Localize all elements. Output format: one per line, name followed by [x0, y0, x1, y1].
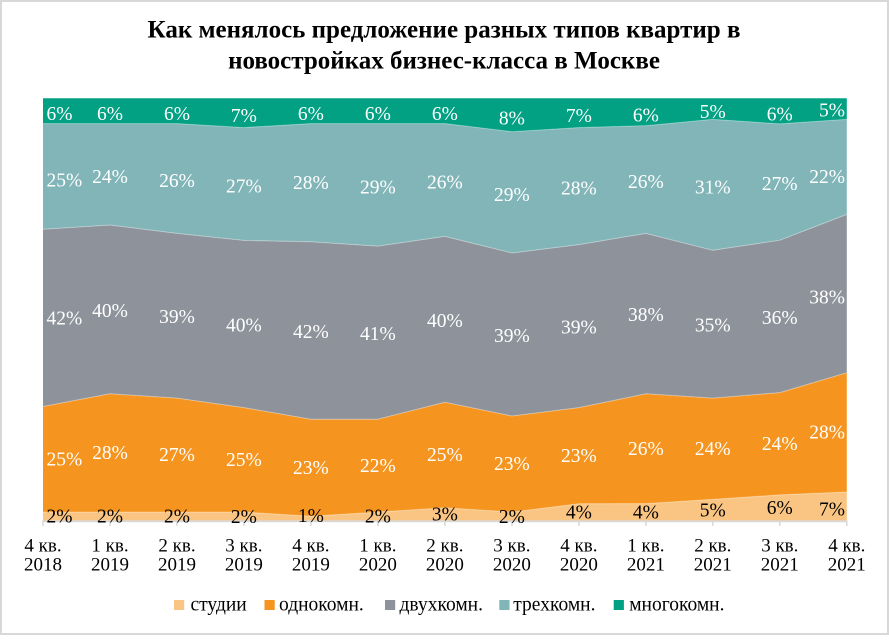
svg-text:23%: 23% — [494, 454, 530, 475]
svg-text:24%: 24% — [92, 167, 128, 188]
svg-text:29%: 29% — [360, 178, 396, 199]
svg-text:6%: 6% — [767, 104, 793, 125]
svg-text:2019: 2019 — [225, 555, 263, 576]
svg-text:27%: 27% — [226, 177, 262, 198]
svg-text:6%: 6% — [365, 104, 391, 125]
svg-text:2020: 2020 — [493, 555, 531, 576]
svg-text:25%: 25% — [47, 171, 83, 192]
svg-text:40%: 40% — [226, 316, 262, 337]
svg-text:26%: 26% — [427, 173, 463, 194]
svg-text:2 кв.: 2 кв. — [694, 535, 731, 556]
svg-text:1 кв.: 1 кв. — [627, 535, 664, 556]
svg-text:2021: 2021 — [828, 555, 866, 576]
svg-text:2%: 2% — [164, 507, 190, 528]
svg-text:6%: 6% — [298, 104, 324, 125]
svg-text:40%: 40% — [427, 311, 463, 332]
svg-text:39%: 39% — [494, 326, 530, 347]
svg-text:31%: 31% — [695, 178, 731, 199]
svg-text:27%: 27% — [762, 174, 798, 195]
svg-text:3 кв.: 3 кв. — [225, 535, 262, 556]
svg-text:23%: 23% — [293, 458, 329, 479]
svg-text:4%: 4% — [633, 503, 659, 524]
svg-text:3%: 3% — [432, 505, 458, 526]
svg-text:23%: 23% — [561, 446, 597, 467]
svg-text:2%: 2% — [97, 507, 123, 528]
svg-text:многокомн.: многокомн. — [629, 595, 724, 616]
svg-text:7%: 7% — [231, 106, 257, 127]
svg-text:6%: 6% — [97, 104, 123, 125]
svg-text:24%: 24% — [762, 434, 798, 455]
svg-text:41%: 41% — [360, 324, 396, 345]
svg-text:1 кв.: 1 кв. — [359, 535, 396, 556]
svg-text:25%: 25% — [47, 449, 83, 470]
svg-text:2020: 2020 — [560, 555, 598, 576]
svg-text:28%: 28% — [293, 173, 329, 194]
svg-text:2019: 2019 — [91, 555, 129, 576]
svg-text:28%: 28% — [92, 443, 128, 464]
svg-text:5%: 5% — [700, 500, 726, 521]
svg-text:7%: 7% — [566, 106, 592, 127]
svg-text:2%: 2% — [499, 507, 525, 528]
svg-text:29%: 29% — [494, 185, 530, 206]
svg-text:25%: 25% — [427, 445, 463, 466]
svg-text:1%: 1% — [298, 506, 324, 527]
svg-text:новостройках бизнес-класса в М: новостройках бизнес-класса в Москве — [228, 48, 660, 75]
svg-text:2 кв.: 2 кв. — [426, 535, 463, 556]
svg-text:2021: 2021 — [694, 555, 732, 576]
svg-text:4 кв.: 4 кв. — [560, 535, 597, 556]
svg-text:6%: 6% — [164, 104, 190, 125]
svg-text:2019: 2019 — [158, 555, 196, 576]
svg-text:39%: 39% — [159, 307, 195, 328]
svg-text:38%: 38% — [628, 305, 664, 326]
svg-text:8%: 8% — [499, 108, 525, 129]
svg-text:26%: 26% — [628, 172, 664, 193]
svg-text:3 кв.: 3 кв. — [493, 535, 530, 556]
svg-text:Как менялось предложение разны: Как менялось предложение разных типов кв… — [148, 17, 741, 44]
svg-text:2019: 2019 — [292, 555, 330, 576]
svg-text:5%: 5% — [819, 100, 845, 121]
svg-text:трехкомн.: трехкомн. — [513, 595, 595, 616]
svg-text:24%: 24% — [695, 439, 731, 460]
svg-text:40%: 40% — [92, 301, 128, 322]
svg-text:22%: 22% — [809, 167, 845, 188]
svg-text:42%: 42% — [293, 322, 329, 343]
svg-text:2%: 2% — [47, 507, 73, 528]
svg-text:однокомн.: однокомн. — [279, 595, 364, 616]
svg-text:2018: 2018 — [24, 555, 62, 576]
svg-text:6%: 6% — [633, 105, 659, 126]
svg-text:2%: 2% — [365, 507, 391, 528]
svg-text:2021: 2021 — [627, 555, 665, 576]
svg-text:22%: 22% — [360, 456, 396, 477]
svg-text:4 кв.: 4 кв. — [828, 535, 865, 556]
svg-text:2020: 2020 — [426, 555, 464, 576]
svg-text:6%: 6% — [432, 104, 458, 125]
svg-text:26%: 26% — [628, 439, 664, 460]
svg-text:4 кв.: 4 кв. — [24, 535, 61, 556]
svg-text:27%: 27% — [159, 445, 195, 466]
svg-text:4%: 4% — [566, 503, 592, 524]
svg-text:студии: студии — [191, 595, 247, 616]
svg-text:36%: 36% — [762, 308, 798, 329]
svg-text:25%: 25% — [226, 450, 262, 471]
svg-text:3 кв.: 3 кв. — [761, 535, 798, 556]
svg-text:42%: 42% — [47, 308, 83, 329]
svg-text:28%: 28% — [809, 423, 845, 444]
svg-text:35%: 35% — [695, 316, 731, 337]
svg-text:2 кв.: 2 кв. — [158, 535, 195, 556]
svg-text:2020: 2020 — [359, 555, 397, 576]
svg-text:28%: 28% — [561, 179, 597, 200]
svg-text:2%: 2% — [231, 507, 257, 528]
svg-text:4 кв.: 4 кв. — [292, 535, 329, 556]
svg-text:1 кв.: 1 кв. — [91, 535, 128, 556]
svg-text:5%: 5% — [700, 102, 726, 123]
svg-text:двухкомн.: двухкомн. — [400, 595, 483, 616]
svg-text:26%: 26% — [159, 171, 195, 192]
svg-text:6%: 6% — [47, 104, 73, 125]
svg-text:39%: 39% — [561, 318, 597, 339]
svg-text:2021: 2021 — [761, 555, 799, 576]
svg-text:7%: 7% — [819, 499, 845, 520]
svg-text:6%: 6% — [767, 498, 793, 519]
svg-text:38%: 38% — [809, 287, 845, 308]
